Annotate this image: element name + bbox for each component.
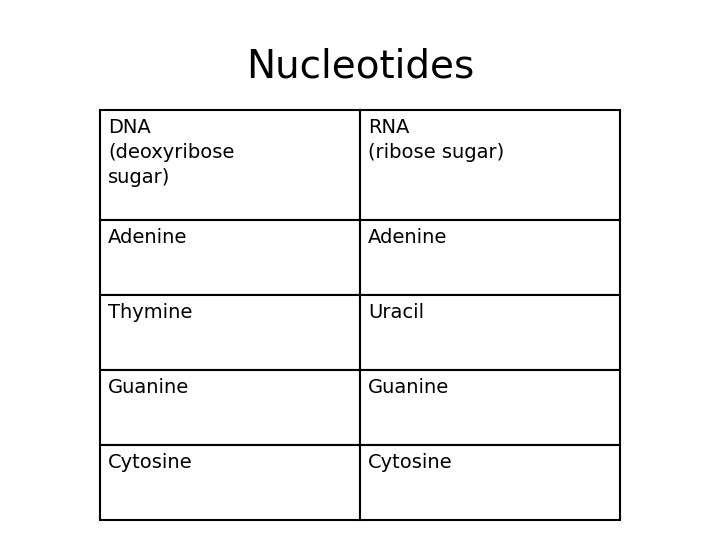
Text: Guanine: Guanine	[368, 378, 449, 397]
Bar	[360, 220, 620, 295]
Bar	[100, 370, 360, 445]
Bar	[360, 110, 620, 220]
Text: Uracil: Uracil	[368, 303, 424, 322]
Text: Adenine: Adenine	[108, 228, 187, 247]
Text: Thymine: Thymine	[108, 303, 192, 322]
Text: Adenine: Adenine	[368, 228, 447, 247]
Text: RNA
(ribose sugar): RNA (ribose sugar)	[368, 118, 504, 162]
Text: Nucleotides: Nucleotides	[246, 48, 474, 86]
Text: Cytosine: Cytosine	[108, 453, 193, 472]
Bar	[360, 445, 620, 520]
Bar	[100, 445, 360, 520]
Bar	[100, 295, 360, 370]
Text: Cytosine: Cytosine	[368, 453, 453, 472]
Bar	[100, 220, 360, 295]
Text: DNA
(deoxyribose
sugar): DNA (deoxyribose sugar)	[108, 118, 235, 187]
Bar	[360, 370, 620, 445]
Bar	[360, 295, 620, 370]
Bar	[100, 110, 360, 220]
Text: Guanine: Guanine	[108, 378, 189, 397]
